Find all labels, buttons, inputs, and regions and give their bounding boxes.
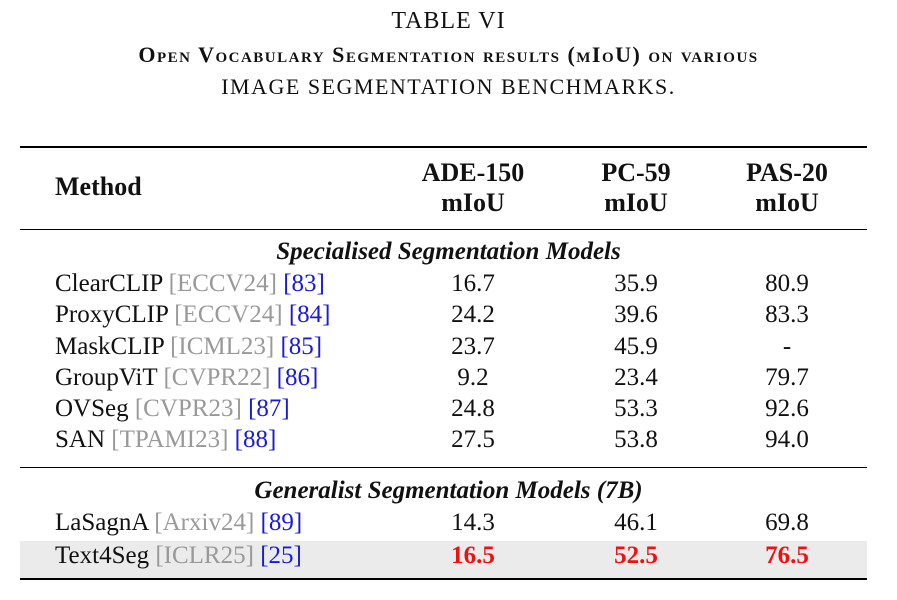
ade150-value: 14.3	[451, 509, 495, 536]
header-pc59-name: PC-59	[601, 158, 671, 187]
header-pas20-metric: mIoU	[755, 188, 819, 217]
venue-tag: [ICLR25]	[155, 542, 254, 569]
method-name: ClearCLIP	[55, 270, 163, 297]
method-cell: Text4Seg [ICLR25] [25]	[55, 542, 302, 570]
pc59-value: 35.9	[614, 270, 658, 297]
header-pas20: PAS-20 mIoU	[717, 158, 857, 218]
method-cell: LaSagnA [Arxiv24] [89]	[55, 509, 302, 537]
table-bottom-rule	[20, 578, 867, 580]
header-pc59: PC-59 mIoU	[566, 158, 706, 218]
pc59-value: 53.8	[614, 426, 658, 453]
table-row: LaSagnA [Arxiv24] [89] 14.3 46.1 69.8	[20, 509, 867, 540]
method-name: GroupViT	[55, 364, 158, 391]
method-name: MaskCLIP	[55, 333, 164, 360]
pc59-value: 45.9	[614, 333, 658, 360]
table-row-highlighted: Text4Seg [ICLR25] [25] 16.5 52.5 76.5	[20, 541, 867, 578]
header-rule	[20, 229, 867, 230]
method-name: LaSagnA	[55, 509, 149, 536]
header-method: Method	[55, 172, 142, 201]
header-ade150-name: ADE-150	[421, 158, 525, 187]
ade150-value: 24.8	[451, 395, 495, 422]
method-cell: OVSeg [CVPR23] [87]	[55, 395, 290, 423]
citation-link[interactable]: [89]	[260, 509, 303, 536]
pc59-value: 23.4	[614, 364, 658, 391]
ade150-value: 23.7	[451, 333, 495, 360]
method-name: OVSeg	[55, 395, 129, 422]
method-cell: ClearCLIP [ECCV24] [83]	[55, 270, 325, 298]
pc59-value: 39.6	[614, 301, 658, 328]
venue-tag: [ICML23]	[170, 333, 275, 360]
citation-link[interactable]: [86]	[276, 364, 319, 391]
venue-tag: [CVPR23]	[134, 395, 242, 422]
table-caption-subtitle: image segmentation benchmarks.	[221, 74, 676, 99]
method-cell: SAN [TPAMI23] [88]	[55, 426, 276, 454]
method-name: Text4Seg	[55, 542, 150, 569]
venue-tag: [ECCV24]	[174, 301, 283, 328]
table-row: OVSeg [CVPR23] [87] 24.8 53.3 92.6	[20, 395, 867, 426]
venue-tag: [TPAMI23]	[111, 426, 229, 453]
citation-link[interactable]: [25]	[260, 542, 302, 569]
ade150-value-highlight: 16.5	[451, 542, 495, 569]
citation-link[interactable]: [87]	[248, 395, 290, 422]
ade150-value: 24.2	[451, 301, 495, 328]
pc59-value: 46.1	[614, 509, 658, 536]
pas20-value-highlight: 76.5	[765, 542, 809, 569]
citation-link[interactable]: [83]	[283, 270, 325, 297]
citation-link[interactable]: [88]	[234, 426, 277, 453]
pas20-value: 80.9	[765, 270, 809, 297]
ade150-value: 27.5	[451, 426, 495, 453]
table-row: SAN [TPAMI23] [88] 27.5 53.8 94.0	[20, 426, 867, 457]
pc59-value: 53.3	[614, 395, 658, 422]
method-cell: MaskCLIP [ICML23] [85]	[55, 333, 322, 361]
citation-link[interactable]: [84]	[288, 301, 331, 328]
table-row: MaskCLIP [ICML23] [85] 23.7 45.9 -	[20, 333, 867, 364]
pas20-value: -	[782, 333, 792, 360]
pas20-value: 79.7	[765, 364, 809, 391]
pc59-value-highlight: 52.5	[614, 542, 658, 569]
table-caption-number: TABLE VI	[391, 8, 506, 34]
header-ade150: ADE-150 mIoU	[403, 158, 543, 218]
table-caption-title: Open Vocabulary Segmentation results (mI…	[138, 42, 759, 67]
table-row: ProxyCLIP [ECCV24] [84] 24.2 39.6 83.3	[20, 301, 867, 332]
header-pc59-metric: mIoU	[604, 188, 668, 217]
table-row: GroupViT [CVPR22] [86] 9.2 23.4 79.7	[20, 364, 867, 395]
section-title-generalist: Generalist Segmentation Models (7B)	[254, 477, 643, 504]
pas20-value: 94.0	[765, 426, 809, 453]
table-top-rule	[20, 146, 867, 148]
pas20-value: 92.6	[765, 395, 809, 422]
section-divider-rule	[20, 467, 867, 468]
method-cell: GroupViT [CVPR22] [86]	[55, 364, 318, 392]
pas20-value: 83.3	[765, 301, 809, 328]
section-title-specialised: Specialised Segmentation Models	[276, 238, 621, 265]
method-name: SAN	[55, 426, 106, 453]
ade150-value: 16.7	[451, 270, 495, 297]
ade150-value: 9.2	[457, 364, 489, 391]
venue-tag: [CVPR22]	[163, 364, 271, 391]
header-ade150-metric: mIoU	[441, 188, 505, 217]
venue-tag: [Arxiv24]	[154, 509, 255, 536]
method-name: ProxyCLIP	[55, 301, 168, 328]
method-cell: ProxyCLIP [ECCV24] [84]	[55, 301, 330, 329]
pas20-value: 69.8	[765, 509, 809, 536]
venue-tag: [ECCV24]	[168, 270, 277, 297]
table-row: ClearCLIP [ECCV24] [83] 16.7 35.9 80.9	[20, 270, 867, 301]
header-pas20-name: PAS-20	[746, 158, 828, 187]
citation-link[interactable]: [85]	[280, 333, 323, 360]
